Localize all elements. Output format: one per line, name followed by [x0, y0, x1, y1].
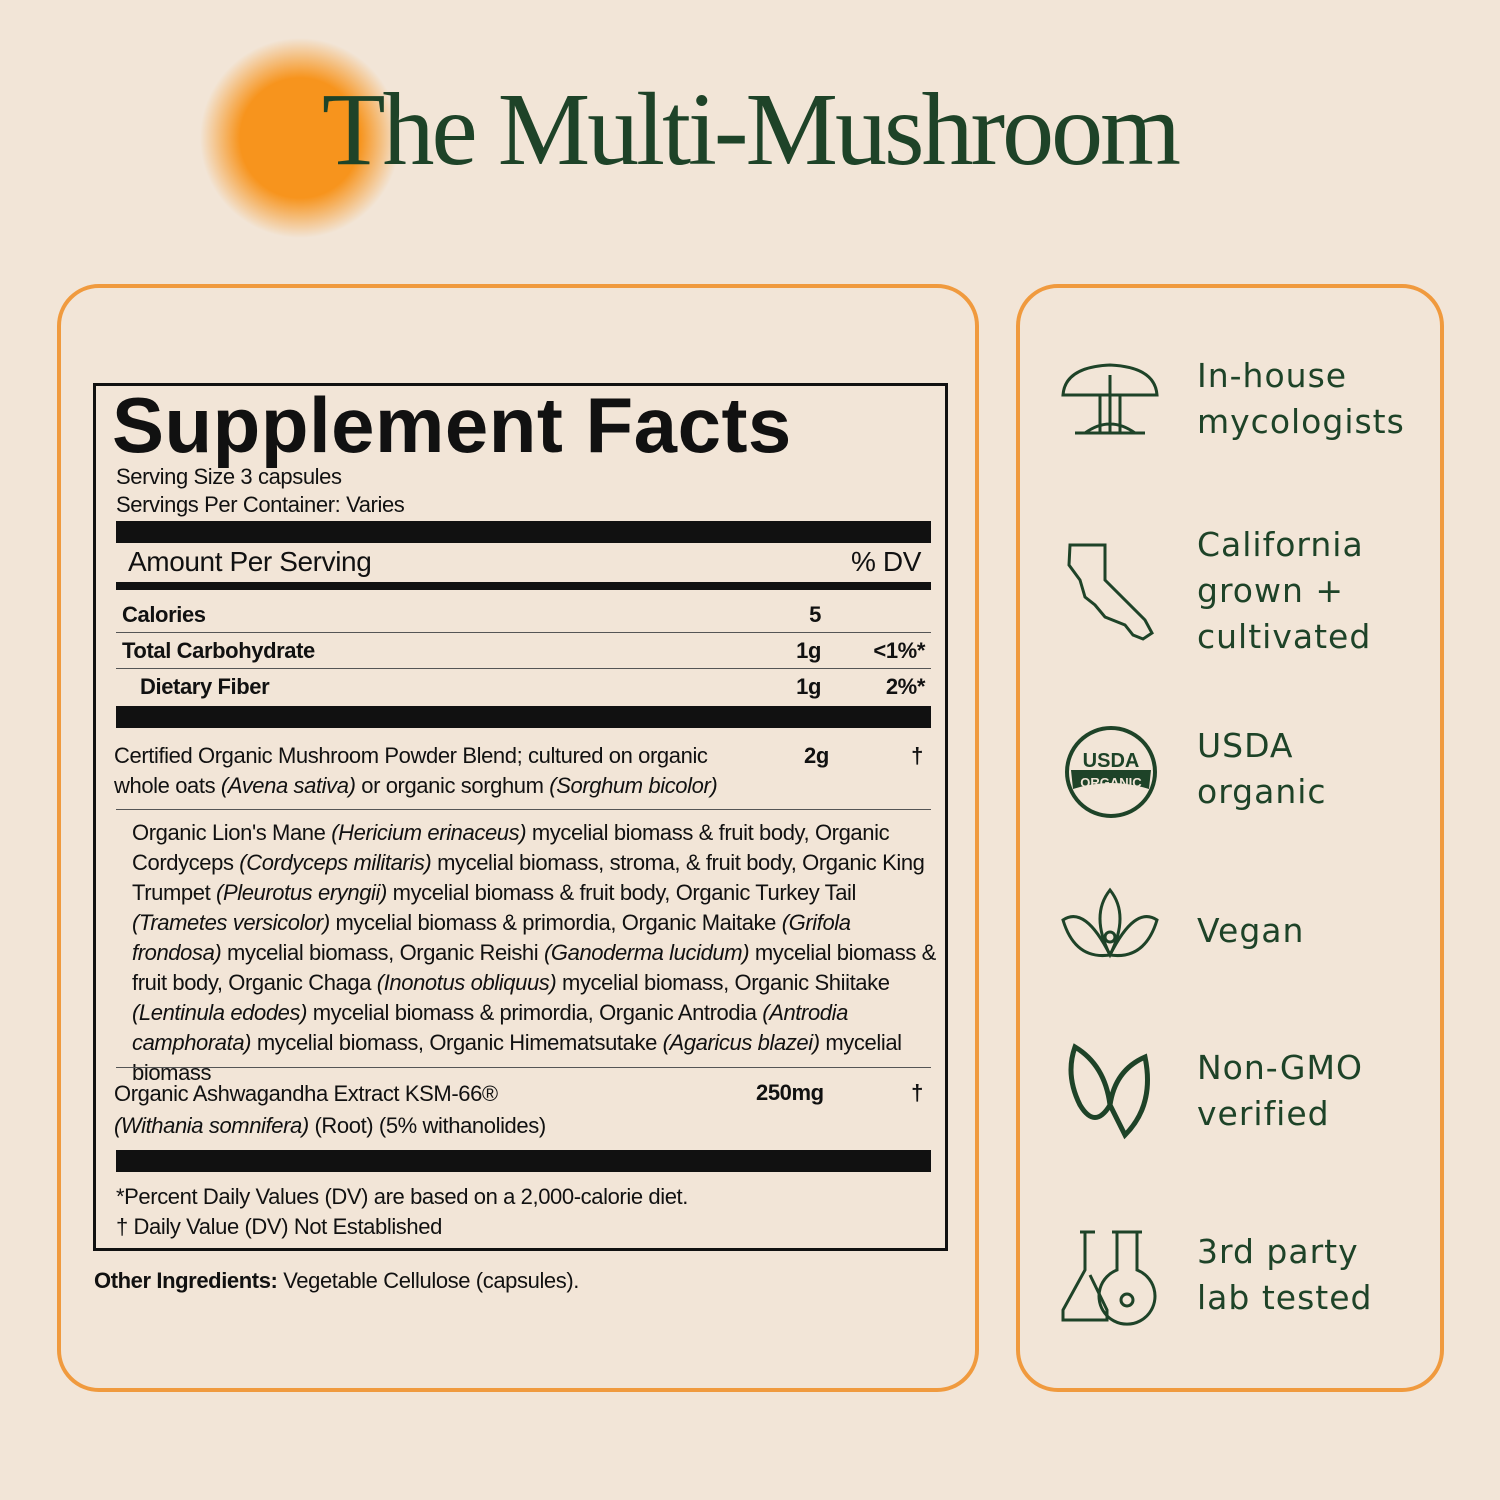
facts-panel: [57, 284, 979, 1392]
row-dv: <1%*: [873, 638, 925, 663]
blend-text: Certified Organic Mushroom Powder Blend;…: [114, 741, 764, 801]
rule: [116, 706, 931, 728]
california-icon: [1067, 543, 1154, 641]
vegan-icon: [1061, 887, 1159, 959]
latin-name: (Sorghum bicolor): [549, 773, 718, 798]
feature-label: 3rd party lab tested: [1197, 1232, 1373, 1317]
rule: [116, 809, 931, 810]
feature-label: In-house mycologists: [1197, 356, 1405, 441]
latin-name: (Inonotus obliquus): [376, 970, 557, 995]
ashwagandha-dv: †: [911, 1080, 923, 1105]
rule: [116, 1150, 931, 1172]
row-amount: 5: [809, 602, 821, 627]
row-name: Calories: [122, 602, 206, 627]
features-panel: [1016, 284, 1444, 1392]
row-amount: 1g: [796, 638, 821, 663]
other-ingredients-text: Vegetable Cellulose (capsules).: [283, 1268, 580, 1293]
text-segment: (Root) (5% withanolides): [308, 1113, 546, 1138]
text-segment: mycelial biomass, Organic Himematsutake: [251, 1030, 663, 1055]
ashwagandha-text: Organic Ashwagandha Extract KSM-66® (With…: [114, 1078, 734, 1142]
text-segment: mycelial biomass & fruit body, Organic C…: [132, 820, 890, 875]
feature-label: USDA organic: [1197, 726, 1327, 811]
feature-label: California grown + cultivated: [1197, 525, 1372, 656]
row-name: Dietary Fiber: [140, 674, 270, 699]
latin-name: (Trametes versicolor): [132, 910, 330, 935]
other-ingredients-label: Other Ingredients:: [94, 1268, 278, 1293]
rule: [116, 668, 931, 669]
latin-name: (Antrodia camphorata): [132, 1000, 848, 1055]
rule: [116, 521, 931, 543]
feature-label: Vegan: [1197, 911, 1305, 950]
row-name: Total Carbohydrate: [122, 638, 315, 663]
blend-dv: †: [911, 743, 923, 768]
text-segment: Certified Organic Mushroom Powder Blend;…: [114, 743, 708, 798]
text-segment: mycelial biomass & fruit body, Organic C…: [132, 940, 936, 995]
blend-amount: 2g: [804, 743, 829, 768]
sun-glow: [200, 38, 400, 238]
non-gmo-icon: [1068, 1043, 1150, 1140]
usda-top: USDA: [1083, 750, 1140, 772]
serving-size: Serving Size 3 capsules: [116, 464, 342, 489]
dv-header: % DV: [851, 546, 921, 577]
text-segment: mycelial biomass, stroma, & fruit body, …: [132, 850, 925, 905]
text-segment: mycelial biomass: [132, 1030, 902, 1085]
usda-badge: USDA ORGANIC: [1065, 726, 1157, 818]
text-segment: mycelial biomass & fruit body, Organic T…: [386, 880, 857, 905]
text-segment: mycelial biomass & primordia, Organic Ma…: [329, 910, 782, 935]
latin-name: (Agaricus blazei): [662, 1030, 820, 1055]
latin-name: (Ganoderma lucidum): [543, 940, 750, 965]
text-segment: Organic Lion's Mane: [132, 820, 332, 845]
rule: [116, 582, 931, 590]
text-segment: mycelial biomass & primordia, Organic An…: [307, 1000, 763, 1025]
text-segment: or organic sorghum: [355, 773, 550, 798]
page-title: The Multi-Mushroom: [322, 72, 1181, 187]
servings-per-container: Servings Per Container: Varies: [116, 492, 405, 517]
lab-icon: [1061, 1230, 1157, 1326]
rule: [116, 632, 931, 633]
latin-name: (Withania somnifera): [114, 1113, 309, 1138]
footnote: *Percent Daily Values (DV) are based on …: [116, 1184, 688, 1209]
latin-name: (Lentinula edodes): [132, 1000, 308, 1025]
row-dv: 2%*: [885, 674, 926, 699]
mycologist-icon: [1061, 363, 1159, 435]
facts-title: Supplement Facts: [112, 381, 792, 469]
row-amount: 1g: [796, 674, 821, 699]
rule: [116, 1067, 931, 1068]
latin-name: (Cordyceps militaris): [239, 850, 432, 875]
other-ingredients: Other Ingredients: Vegetable Cellulose (…: [94, 1268, 579, 1294]
ashwagandha-amount: 250mg: [756, 1080, 824, 1105]
latin-name: (Hericium erinaceus): [331, 820, 527, 845]
amount-header: Amount Per Serving: [128, 546, 372, 577]
latin-name: (Grifola frondosa): [132, 910, 851, 965]
text-segment: mycelial biomass, Organic Shiitake: [556, 970, 890, 995]
latin-name: (Avena sativa): [220, 773, 356, 798]
supplement-facts: Supplement Facts Serving Size 3 capsules…: [93, 381, 948, 1251]
footnote: † Daily Value (DV) Not Established: [116, 1214, 442, 1239]
blend-ingredients: Organic Lion's Mane (Hericium erinaceus)…: [132, 818, 937, 1088]
text-segment: Organic Ashwagandha Extract KSM-66®: [114, 1081, 498, 1106]
feature-label: Non-GMO verified: [1197, 1048, 1363, 1133]
usda-bottom: ORGANIC: [1080, 775, 1142, 790]
latin-name: (Pleurotus eryngii): [216, 880, 387, 905]
text-segment: mycelial biomass, Organic Reishi: [221, 940, 544, 965]
